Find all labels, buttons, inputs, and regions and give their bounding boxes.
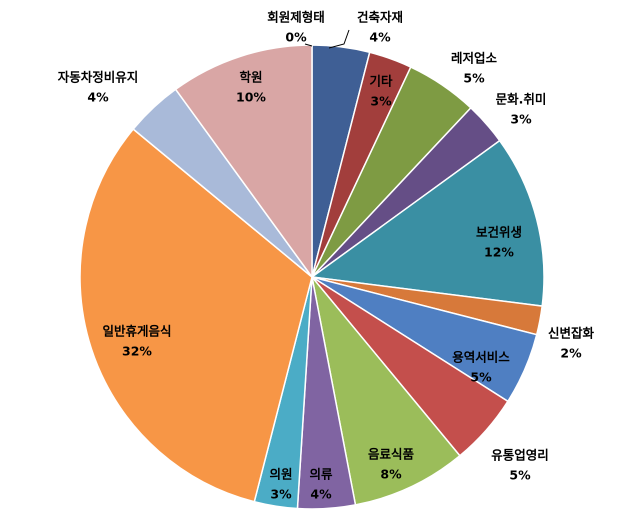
slice-percent-label: 12%: [484, 245, 514, 260]
slice-percent-label: 3%: [270, 487, 292, 502]
slice-percent-label: 5%: [509, 468, 531, 483]
leader-line: [328, 29, 350, 49]
slice-percent-label: 5%: [463, 71, 485, 86]
pie-slice: [310, 139, 545, 307]
slice-name-label: 신변잡화: [548, 326, 595, 341]
slice-name-label: 보건위생: [476, 225, 522, 240]
slice-name-label: 용역서비스: [452, 350, 510, 365]
slice-name-label: 유통업영리: [491, 448, 549, 463]
slice-percent-label: 0%: [285, 30, 307, 45]
slice-percent-label: 10%: [236, 90, 266, 105]
slice-percent-label: 32%: [122, 344, 152, 359]
slice-name-label: 일반휴게음식: [102, 324, 171, 339]
pie-slice: [79, 128, 313, 503]
pie-slice: [311, 276, 461, 506]
slice-percent-label: 4%: [310, 487, 332, 502]
slice-name-label: 기타: [369, 74, 393, 89]
slice-name-label: 레저업소: [451, 51, 498, 66]
pie-slices: [79, 44, 545, 510]
slice-name-label: 의류: [309, 467, 333, 482]
slice-name-label: 회원제형태: [267, 10, 325, 25]
slice-percent-label: 3%: [510, 112, 532, 127]
slice-labels: 건축자재 4% 기타 3% 레저업소 5% 문화.취미 3% 보건위생 12% 신변잡화 2% 용역서비…: [58, 10, 595, 502]
slice-percent-label: 2%: [560, 346, 582, 361]
slice-percent-label: 5%: [470, 370, 492, 385]
slice-name-label: 음료식품: [368, 447, 415, 462]
slice-name-label: 문화.취미: [496, 92, 547, 107]
slice-percent-label: 4%: [87, 90, 109, 105]
slice-name-label: 건축자재: [357, 10, 403, 25]
slice-name-label: 의원: [269, 467, 292, 482]
slice-name-label: 학원: [239, 70, 262, 85]
slice-percent-label: 8%: [380, 467, 402, 482]
leader-lines: [304, 29, 350, 49]
slice-name-label: 자동차정비유지: [58, 70, 139, 85]
pie-slice: [174, 44, 313, 280]
leader-line: [304, 43, 313, 47]
slice-percent-label: 3%: [370, 94, 392, 109]
slice-percent-label: 4%: [369, 30, 391, 45]
